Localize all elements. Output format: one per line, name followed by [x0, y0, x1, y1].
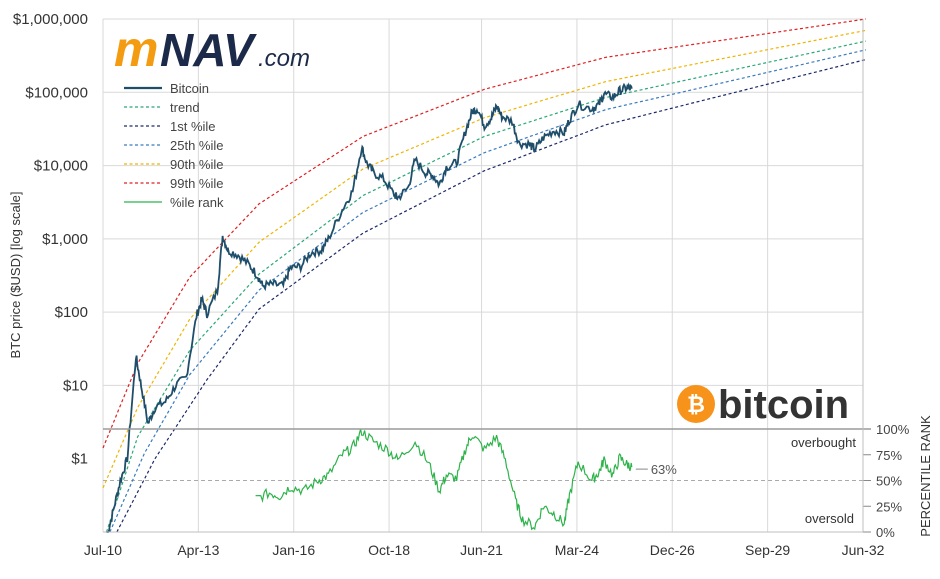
- x-tick-label: Jun-32: [842, 542, 885, 558]
- percentile-curve: [102, 29, 867, 489]
- percentile-curve: [116, 58, 867, 533]
- x-tick-label: Jan-16: [272, 542, 315, 558]
- x-tick-label: Oct-18: [368, 542, 410, 558]
- legend-entry: 25th %ile: [170, 138, 223, 153]
- legend-entry: 90th %ile: [170, 157, 223, 172]
- logo-m-text: m: [114, 21, 158, 77]
- y-tick-label: $100: [55, 304, 88, 321]
- mnav-logo: m NAV .com: [114, 21, 310, 77]
- overbought-label: overbought: [791, 435, 856, 450]
- rank-tick-label: 75%: [876, 448, 902, 463]
- bitcoin-symbol: ₿: [687, 392, 705, 417]
- rank-tick-label: 0%: [876, 525, 895, 540]
- current-rank-label: 63%: [651, 462, 677, 477]
- oversold-label: oversold: [805, 511, 854, 526]
- legend-entry: 1st %ile: [170, 119, 216, 134]
- x-tick-label: Jul-10: [84, 542, 122, 558]
- x-tick-label: Apr-13: [177, 542, 219, 558]
- legend-entry: trend: [170, 100, 200, 115]
- y-tick-label: $10,000: [34, 158, 88, 175]
- bitcoin-coin-icon: [677, 385, 715, 423]
- bitcoin-price-series: [106, 82, 633, 533]
- y-tick-label: $1,000,000: [13, 11, 88, 28]
- percentile-curve: [105, 40, 867, 533]
- bitcoin-price-line: [106, 82, 633, 533]
- percentile-curves: [102, 18, 867, 533]
- rank-tick-label: 100%: [876, 422, 910, 437]
- rank-tick-label: 25%: [876, 499, 902, 514]
- axes: Jul-10 Apr-13 Jan-16 Oct-18 Jun-21 Mar-24 Dec-…: [13, 11, 910, 558]
- legend-entry: Bitcoin: [170, 81, 209, 96]
- y-tick-label: $1: [71, 451, 88, 468]
- percentile-curve: [102, 18, 866, 449]
- percentile-curve: [109, 49, 867, 533]
- right-axis-title: PERCENTILE RANK: [918, 415, 933, 537]
- percentile-rank-series: 63%: [255, 428, 677, 531]
- y-tick-label: $10: [63, 377, 88, 394]
- percentile-rank-line: [255, 428, 633, 531]
- logo-com-text: .com: [258, 45, 310, 72]
- logo-nav-text: NAV: [160, 24, 257, 76]
- y-tick-label: $1,000: [42, 231, 88, 248]
- x-tick-label: Dec-26: [650, 542, 695, 558]
- bitcoin-wordmark: bitcoin: [718, 383, 849, 427]
- rank-tick-label: 50%: [876, 474, 902, 489]
- y-tick-label: $100,000: [25, 84, 88, 101]
- x-tick-label: Jun-21: [460, 542, 503, 558]
- y-axis-title: BTC price ($USD) [log scale]: [8, 192, 23, 359]
- x-tick-label: Sep-29: [745, 542, 790, 558]
- legend-entry: %ile rank: [170, 195, 224, 210]
- legend-entry: 99th %ile: [170, 176, 223, 191]
- x-tick-label: Mar-24: [555, 542, 600, 558]
- legend: Bitcoin trend 1st %ile 25th %ile 90th %ile 99…: [124, 81, 224, 210]
- bitcoin-logo: ₿ bitcoin: [677, 383, 849, 427]
